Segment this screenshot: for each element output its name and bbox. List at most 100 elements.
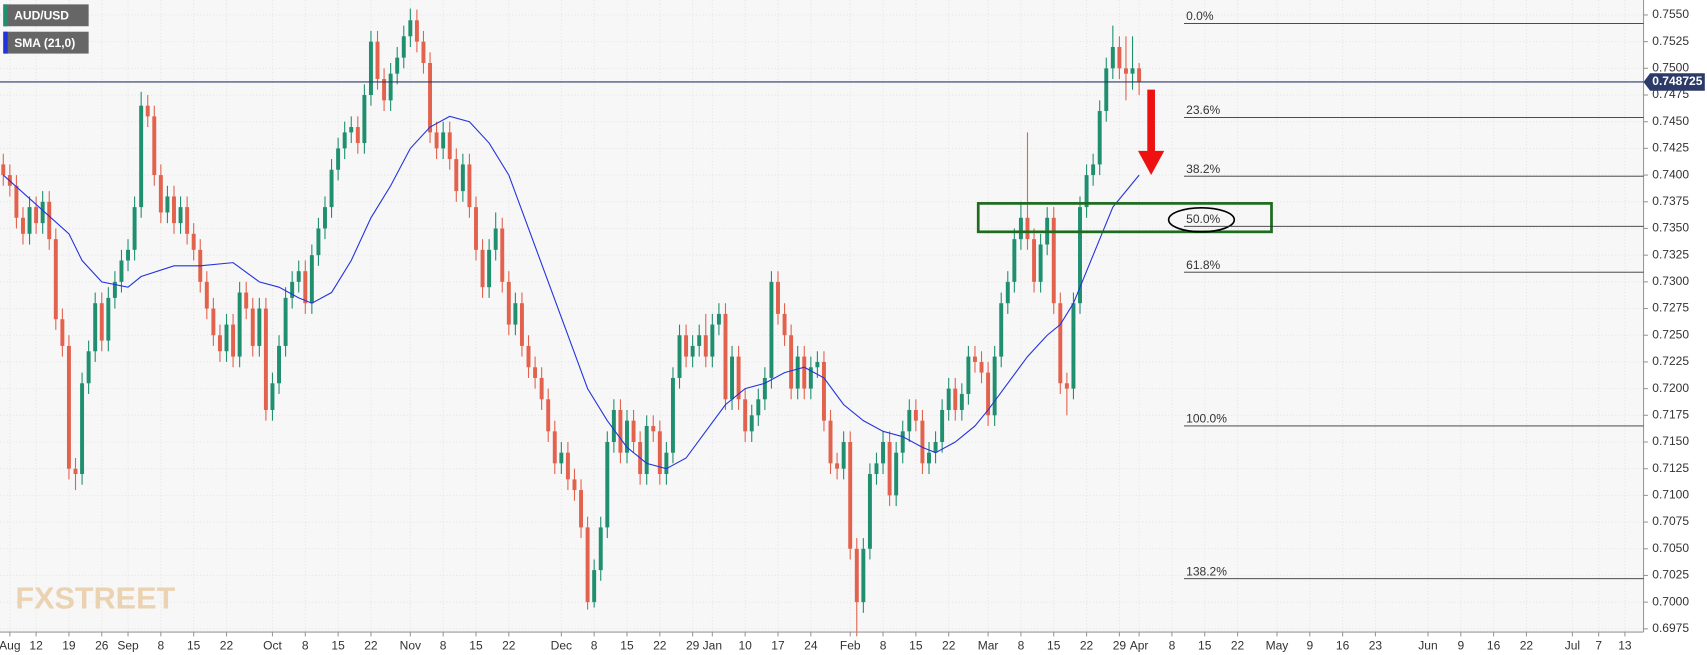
plot-area [0,0,1644,632]
candle-body [519,303,524,346]
x-tick-label: 22 [653,638,667,652]
x-tick-label: 22 [1231,638,1245,652]
candle-body [191,233,196,250]
candle-body [1084,175,1089,208]
x-tick-label: 23 [1369,638,1383,652]
x-tick-label: 13 [1618,638,1632,652]
y-tick-label: 0.7025 [1652,568,1689,582]
candle-body [625,420,629,453]
fib-label: 61.8% [1186,258,1220,272]
candle-body [467,164,472,208]
candle-body [821,361,826,421]
y-tick-label: 0.7400 [1652,167,1689,181]
y-tick-label: 0.7350 [1652,221,1689,235]
y-tick-label: 0.7050 [1652,541,1689,555]
y-tick-label: 0.7475 [1652,87,1689,101]
legend-box [3,4,89,27]
legend: AUD/USD SMA (21,0) [3,4,89,54]
x-tick-label: 16 [1487,638,1501,652]
candle-body [874,463,879,475]
y-tick-label: 0.7075 [1652,514,1689,528]
candle-body [34,207,39,224]
x-tick-label: Jun [1418,638,1437,652]
candle-body [631,420,636,442]
candle-body [283,297,288,346]
candle-body [60,319,65,346]
candle-body [927,452,931,464]
candle-body [1071,303,1076,389]
fib-label: 23.6% [1186,103,1220,117]
y-tick-label: 0.7375 [1652,194,1689,208]
candle-body [539,377,544,400]
candle-body [224,324,229,352]
candle-body [309,255,314,304]
y-tick-label: 0.7425 [1652,141,1689,155]
candle-body [533,367,538,378]
candle-body [651,425,656,432]
candle-body [323,207,327,229]
candle-body [841,441,846,469]
candle-body [802,356,807,389]
candle-body [1123,68,1128,74]
x-tick-label: Mar [978,638,999,652]
y-tick-label: 0.7000 [1652,594,1689,608]
candle-body [47,201,52,240]
candle-body [730,356,735,400]
y-tick-label: 0.7200 [1652,381,1689,395]
candle-body [881,441,886,464]
candle-body [559,452,564,464]
highlight-ellipse [1167,206,1236,233]
candle-body [217,335,222,352]
y-tick-label: 0.7225 [1652,354,1689,368]
candle-body [1058,303,1063,384]
candle-body [782,313,787,336]
x-tick-label: May [1266,638,1289,652]
candle-body [684,335,689,357]
candle-body [1051,217,1056,304]
x-tick-label: 8 [158,638,165,652]
candle-body [716,313,721,325]
candle-body [355,127,360,144]
x-tick-label: 9 [1457,638,1464,652]
candle-body [303,271,308,304]
x-tick-label: 15 [620,638,634,652]
candle-body [395,57,400,74]
candle-body [106,297,111,341]
candle-body [979,361,984,373]
candle-body [900,431,905,453]
candle-body [368,41,373,96]
candle-body [145,105,150,117]
x-tick-label: 29 [686,638,700,652]
candle-body [743,399,748,432]
fib-label: 100.0% [1186,412,1227,426]
last-price-tag [1643,73,1705,91]
candle-body [126,249,130,261]
candle-body [441,132,446,149]
candle-body [1018,217,1023,240]
candle-body [618,409,623,453]
candle-body [644,425,649,475]
candle-body [992,356,997,416]
y-tick-label: 0.7275 [1652,301,1689,315]
legend-box [3,31,89,54]
candle-body [795,356,800,389]
candle-body [428,62,433,133]
x-tick-label: 17 [771,638,785,652]
candle-body [572,479,577,491]
candle-body [1130,68,1135,74]
x-tick-label: 15 [909,638,923,652]
x-tick-label: Oct [263,638,282,652]
candle-body [158,175,163,213]
candle-body [598,527,603,571]
candle-body [408,20,413,37]
y-tick-label: 0.7550 [1652,7,1689,21]
candle-body [349,127,354,133]
candle-body [986,372,991,416]
candle-body [178,207,183,224]
candle-body [762,377,767,400]
last-price-label: 0.748725 [1652,74,1702,88]
candle-body [1137,68,1142,83]
candle-body [1005,281,1010,304]
